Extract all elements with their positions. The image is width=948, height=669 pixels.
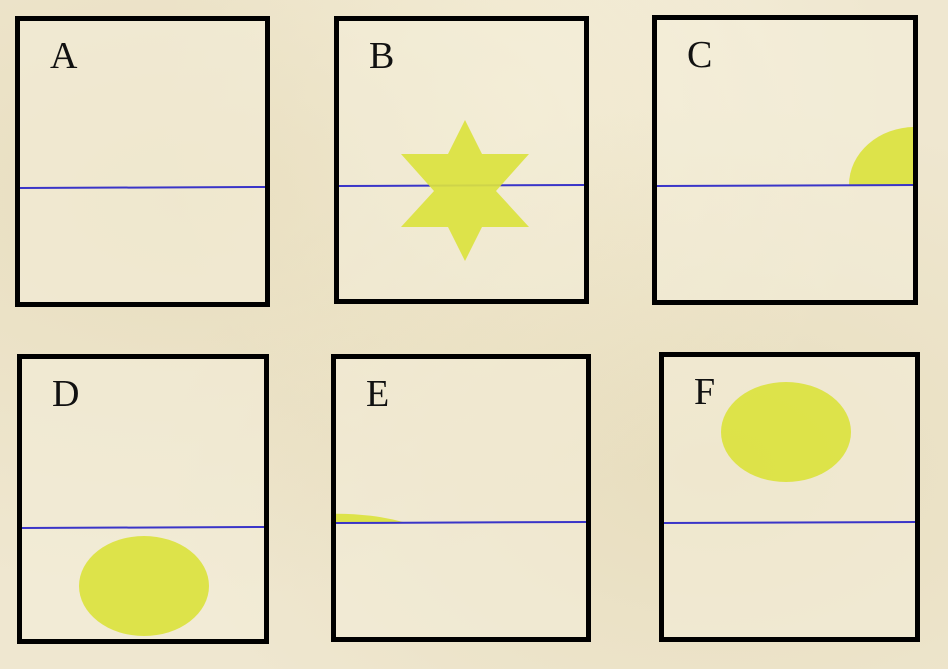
horizon-line [657, 184, 913, 187]
panel-e: E [331, 354, 591, 642]
star-shape [401, 120, 529, 261]
panel-c-drawing [657, 127, 913, 187]
panel-label-b: B [369, 35, 395, 77]
panel-b-drawing [339, 120, 584, 261]
ellipse-shape [721, 382, 851, 482]
panel-b: B [334, 16, 589, 304]
panel-f: F [659, 352, 920, 642]
half-ellipse-shape [336, 513, 403, 522]
panel-e-drawing [336, 513, 586, 524]
panel-d: D [17, 354, 269, 644]
horizon-line [664, 521, 915, 524]
panel-label-e: E [366, 373, 390, 415]
horizon-line [20, 186, 265, 189]
panel-label-a: A [50, 35, 78, 77]
panel-c: C [652, 15, 918, 305]
panel-label-c: C [687, 34, 713, 76]
panel-label-d: D [52, 373, 80, 415]
panel-d-drawing [22, 526, 264, 636]
panel-label-f: F [694, 371, 716, 413]
horizon-line [336, 521, 586, 524]
ellipse-shape [79, 536, 209, 636]
half-ellipse-shape [849, 127, 913, 185]
panel-f-drawing [664, 382, 915, 524]
panel-a-drawing [20, 186, 265, 189]
panel-a: A [15, 16, 270, 307]
horizon-line [22, 526, 264, 529]
